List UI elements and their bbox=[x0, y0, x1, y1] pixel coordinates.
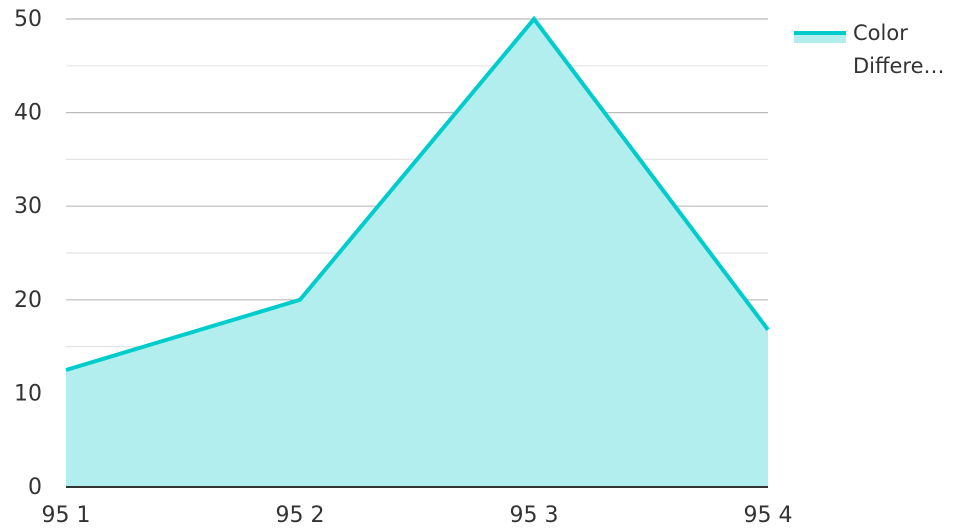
y-tick-label: 0 bbox=[28, 475, 42, 500]
legend-label-line-1: Color bbox=[853, 21, 908, 45]
y-tick-label: 30 bbox=[14, 194, 42, 219]
x-tick-label: 95 1 bbox=[42, 503, 91, 528]
y-tick-label: 20 bbox=[14, 288, 42, 313]
x-tick-label: 95 3 bbox=[510, 503, 559, 528]
plot-area bbox=[65, 15, 770, 487]
x-tick-label: 95 2 bbox=[276, 503, 325, 528]
y-tick-label: 10 bbox=[14, 381, 42, 406]
area-fill-series-0 bbox=[66, 19, 768, 487]
y-tick-label: 40 bbox=[14, 101, 42, 126]
legend-swatch-fill bbox=[794, 33, 846, 43]
y-tick-label: 50 bbox=[14, 7, 42, 32]
legend: Color Differe… bbox=[794, 21, 945, 78]
x-tick-label: 95 4 bbox=[744, 503, 793, 528]
legend-label-line-2: Differe… bbox=[853, 54, 945, 78]
axes: 0 10 20 30 40 50 95 1 95 2 95 3 95 4 bbox=[14, 7, 792, 528]
series-line-0 bbox=[65, 15, 770, 372]
